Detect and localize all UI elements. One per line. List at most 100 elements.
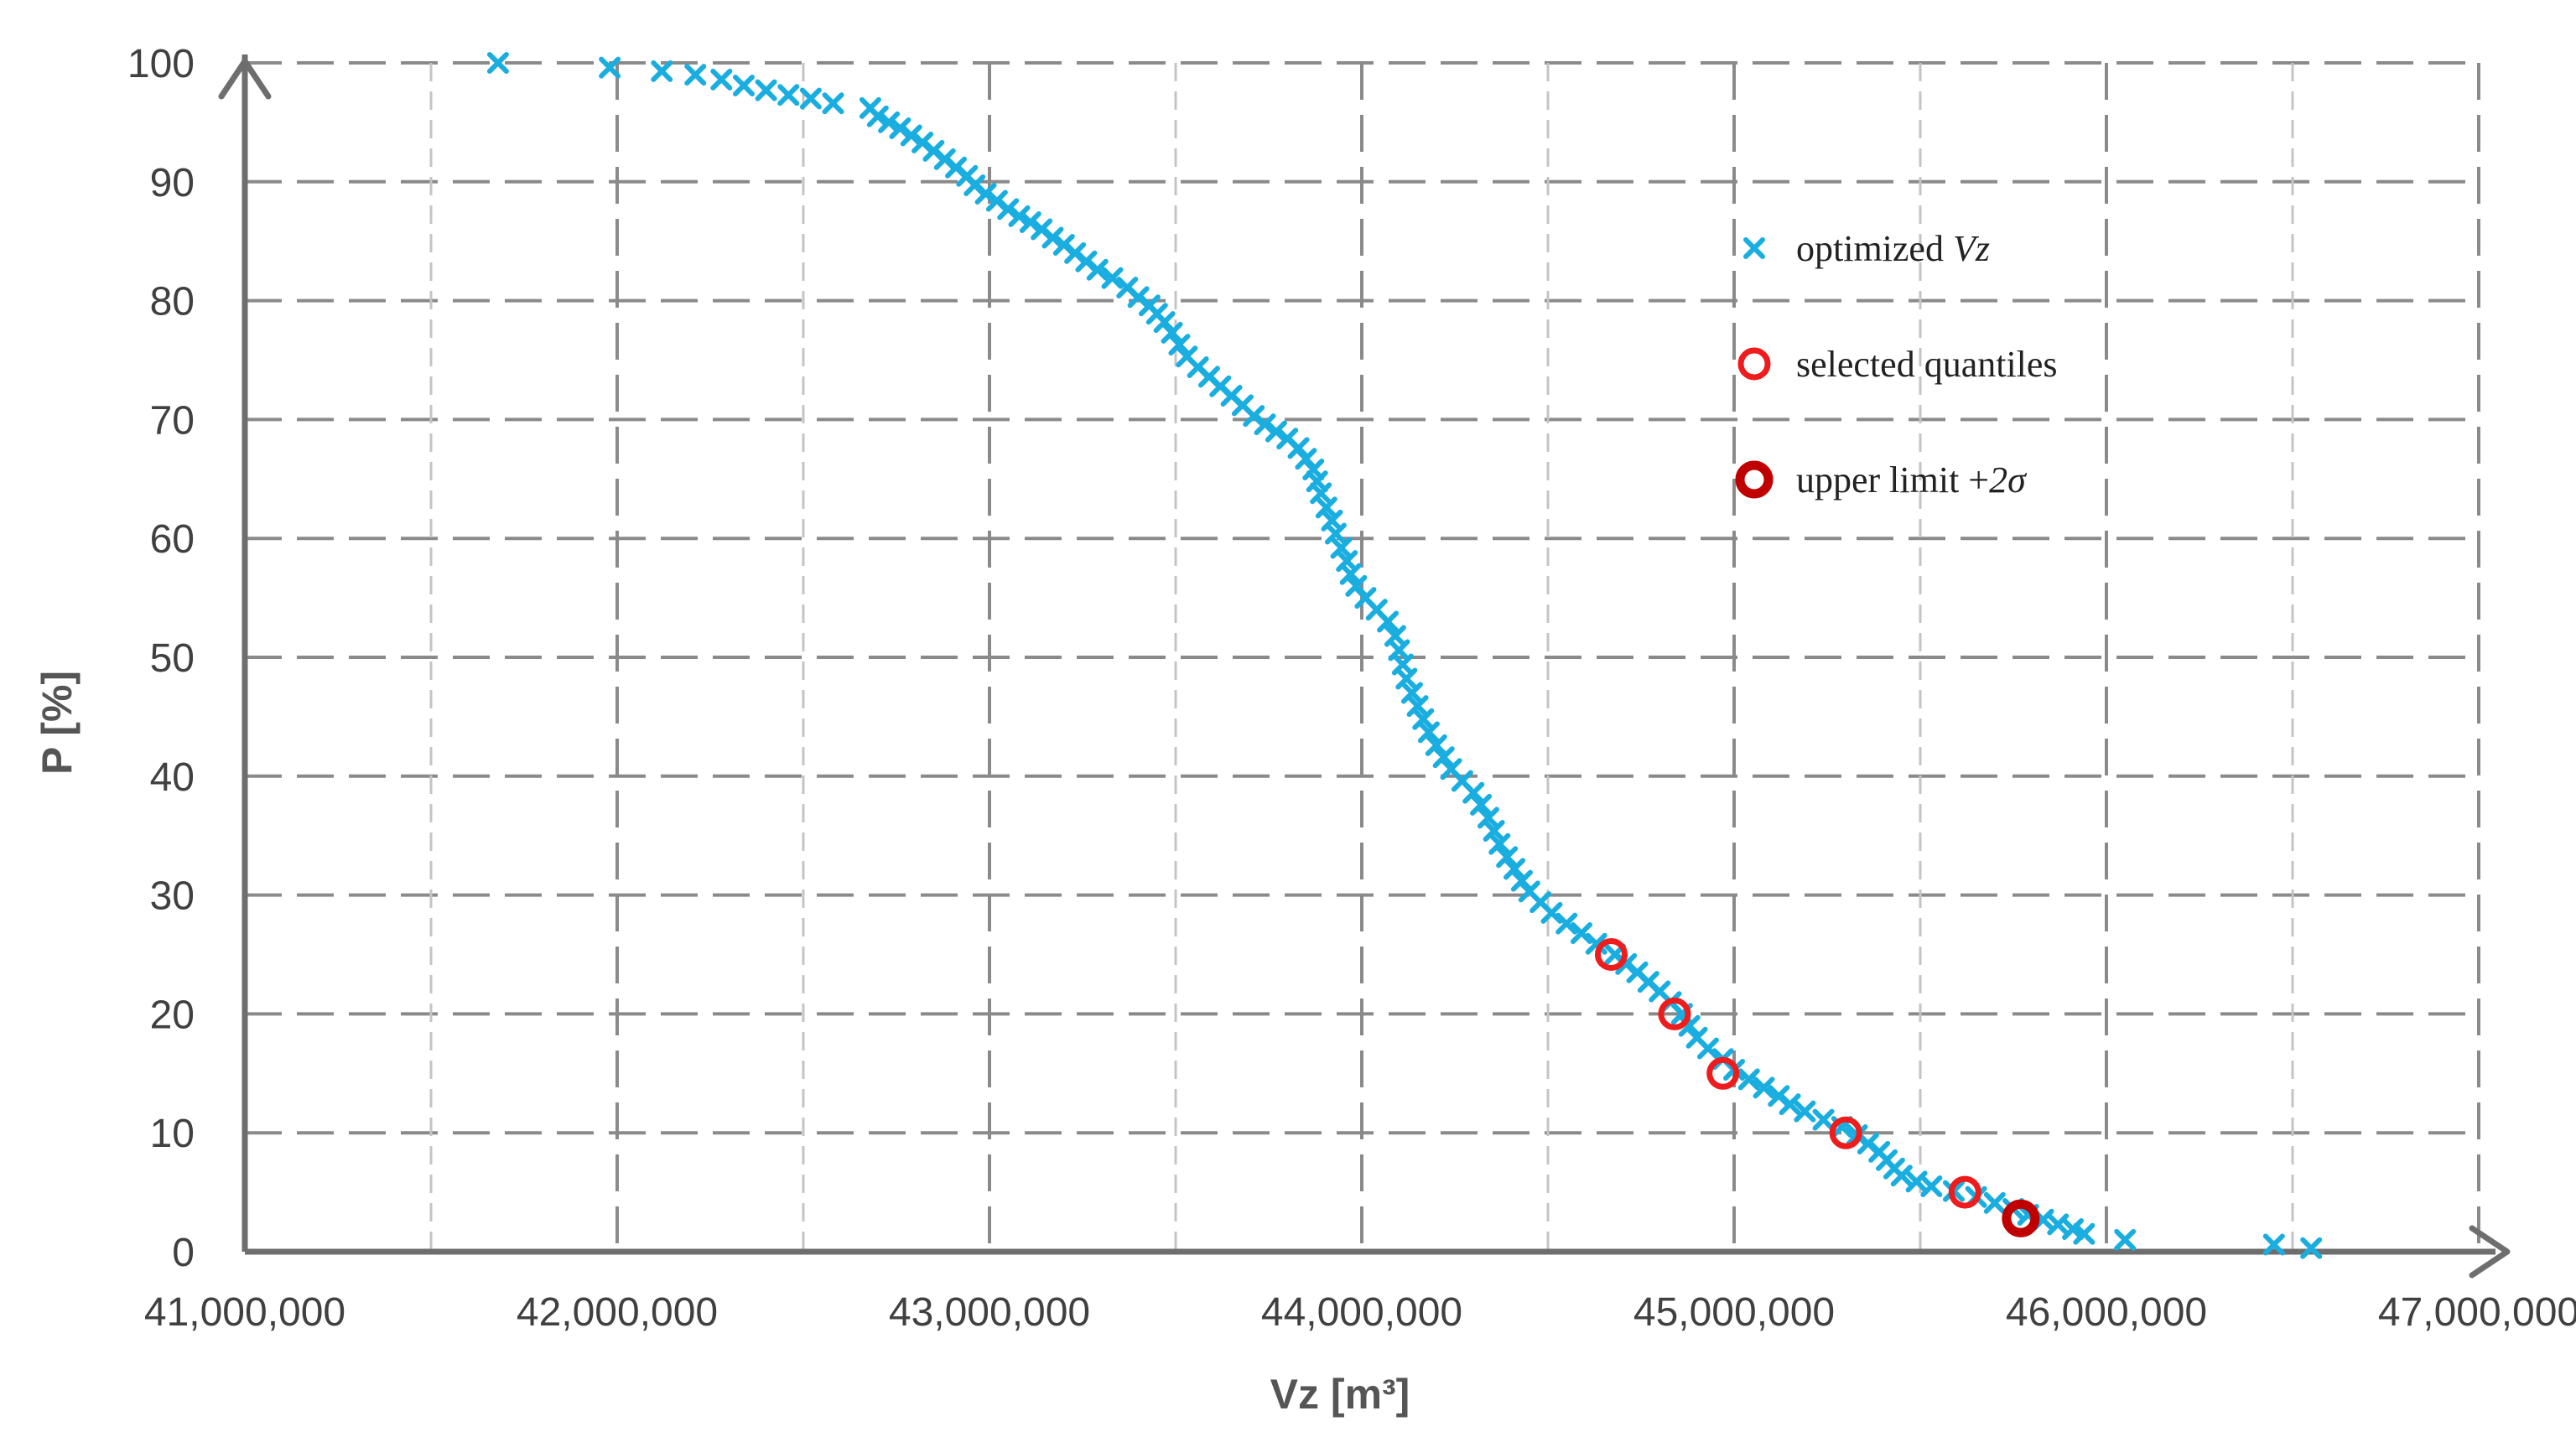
optimized-vz-point: [710, 68, 733, 91]
optimized-vz-point: [2300, 1237, 2323, 1259]
optimized-vz-point: [2262, 1233, 2285, 1256]
optimized-vz-point: [974, 182, 997, 205]
optimized-vz-point: [2062, 1218, 2085, 1241]
x-tick-label: 44,000,000: [1261, 1290, 1462, 1335]
optimized-vz-point: [1696, 1037, 1719, 1060]
y-tick-label: 60: [150, 517, 195, 562]
selected-quantile-point: [1594, 938, 1628, 971]
legend-item: selected quantiles: [1737, 344, 2058, 385]
optimized-vz-point: [1339, 563, 1362, 585]
axes: [218, 54, 2511, 1279]
optimized-vz-point: [1462, 781, 1485, 804]
optimized-vz-point: [1555, 912, 1578, 935]
selected-quantile-point: [1829, 1116, 1862, 1149]
legend-marker: [1737, 347, 1771, 381]
optimized-vz-point: [1794, 1100, 1816, 1123]
y-tick-label: 100: [127, 42, 195, 86]
optimized-vz-point: [1890, 1164, 1913, 1187]
x-axis-arrow: [2469, 1225, 2511, 1279]
optimized-vz-point: [1330, 537, 1353, 559]
optimized-vz-point: [1412, 708, 1435, 730]
optimized-vz-point: [1737, 1068, 1760, 1091]
legend-label: selected quantiles: [1796, 344, 2058, 385]
upper-limit-point: [2002, 1199, 2040, 1237]
optimized-vz-point: [1540, 901, 1563, 924]
optimized-vz-point: [1406, 695, 1429, 718]
optimized-vz-point: [1477, 807, 1499, 829]
optimized-vz-point: [486, 52, 509, 74]
optimized-vz-point: [1488, 833, 1511, 855]
optimized-vz-point: [732, 74, 755, 96]
optimized-vz-point: [900, 124, 922, 147]
optimized-vz-point: [1101, 267, 1124, 289]
optimized-vz-point: [1417, 721, 1440, 744]
optimized-vz-point: [684, 64, 707, 86]
optimized-vz-point: [1496, 846, 1519, 869]
optimized-vz-point: [1265, 420, 1287, 443]
x-tick-label: 45,000,000: [1633, 1290, 1835, 1335]
y-axis-title: P [%]: [34, 671, 80, 775]
x-tick-label: 43,000,000: [889, 1290, 1090, 1335]
selected-quantile-point: [1706, 1056, 1740, 1090]
legend-marker: [1743, 237, 1765, 259]
y-tick-label: 20: [150, 993, 195, 1037]
optimized-vz-point: [1470, 793, 1493, 816]
optimized-vz-point: [1377, 610, 1400, 633]
x-tick-label: 47,000,000: [2378, 1290, 2576, 1335]
optimized-vz-point: [1161, 321, 1183, 344]
y-tick-label: 10: [150, 1112, 195, 1156]
y-tick-label: 80: [150, 280, 195, 324]
optimized-vz-point: [1812, 1108, 1835, 1131]
optimized-vz-point: [878, 111, 901, 133]
optimized-vz-point: [866, 105, 889, 127]
optimized-vz-point: [1310, 482, 1332, 505]
x-axis-title: Vz [m³]: [1270, 1371, 1410, 1418]
optimized-vz-point: [2073, 1222, 2096, 1245]
y-tick-label: 50: [150, 636, 195, 681]
optimized-vz-point: [1324, 522, 1347, 545]
legend: optimized Vz selected quantiles upper limi…: [1735, 228, 2058, 501]
optimized-vz-point: [777, 84, 800, 106]
x-tick-label: 42,000,000: [517, 1290, 718, 1335]
optimized-vz-point: [1920, 1175, 1943, 1198]
optimized-vz-point: [1570, 921, 1592, 944]
legend-item: upper limit +2σ: [1735, 459, 2028, 501]
optimized-vz-point: [997, 198, 1020, 220]
optimized-vz-point: [1254, 413, 1276, 436]
optimized-vz-point: [1315, 496, 1337, 519]
optimized-vz-point: [1983, 1191, 2006, 1214]
y-tick-label: 0: [172, 1231, 195, 1275]
optimized-vz-point: [1432, 746, 1455, 769]
optimized-vz-point: [1504, 858, 1526, 880]
optimized-vz-point: [1395, 667, 1418, 690]
optimized-vz-point: [1400, 682, 1423, 704]
optimized-vz-point: [1425, 734, 1447, 756]
legend-item: optimized Vz: [1743, 228, 1990, 269]
y-tick-label: 40: [150, 755, 195, 800]
selected-quantile-point: [1948, 1175, 1981, 1209]
legend-label: upper limit +2σ: [1796, 459, 2028, 501]
optimized-vz-point: [1008, 205, 1031, 227]
optimized-vz-point: [2114, 1228, 2137, 1251]
optimized-vz-point: [1168, 334, 1191, 356]
y-axis-arrow: [218, 58, 272, 100]
y-tick-label: 70: [150, 398, 195, 443]
optimized-vz-point: [1753, 1076, 1775, 1099]
legend-label: optimized Vz: [1796, 228, 1990, 269]
legend-marker: [1735, 460, 1774, 499]
y-tick-label: 30: [150, 874, 195, 919]
optimized-vz-point: [1041, 226, 1064, 249]
optimized-vz-point: [1086, 258, 1109, 281]
optimized-vz-point: [599, 56, 621, 79]
grid: [245, 61, 2480, 1252]
optimized-vz-point: [799, 87, 822, 110]
x-tick-label: 46,000,000: [2006, 1290, 2207, 1335]
optimized-vz-point: [755, 79, 777, 101]
y-tick-label: 90: [150, 161, 195, 205]
selected-quantile-point: [1658, 997, 1691, 1030]
optimized-vz-point: [1779, 1093, 1801, 1116]
tick-labels: 41,000,000 42,000,000 43,000,000 44,000,000…: [127, 42, 2576, 1335]
optimized-vz-point: [651, 60, 673, 82]
data-points: [486, 52, 2323, 1259]
